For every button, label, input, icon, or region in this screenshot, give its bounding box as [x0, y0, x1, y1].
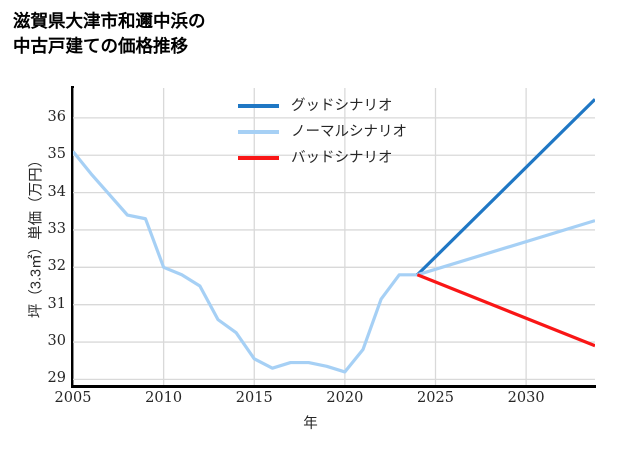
- legend-item[interactable]: バッドシナリオ: [238, 145, 468, 171]
- x-tick-label: 2005: [54, 390, 92, 406]
- legend-swatch-icon: [238, 130, 279, 134]
- page-title: 滋賀県大津市和邇中浜の 中古戸建ての価格推移: [13, 11, 206, 56]
- horizontal-gridlines: [73, 117, 595, 381]
- series-line: [73, 150, 418, 374]
- x-tick-label: 2010: [145, 390, 183, 406]
- chart-legend: グッドシナリオ ノーマルシナリオ バッドシナリオ: [238, 93, 468, 171]
- x-tick-label: 2025: [417, 390, 454, 406]
- y-tick-label: 33: [47, 220, 66, 237]
- y-axis-title: 坪（3.3㎡）単価（万円）: [28, 152, 45, 319]
- x-tick-label: 2030: [507, 390, 545, 406]
- series-lines: [73, 98, 595, 374]
- legend-item-label: グッドシナリオ: [291, 97, 393, 114]
- vertical-gridlines: [73, 88, 527, 385]
- chart-svg: [73, 88, 595, 385]
- x-axis-title: 年: [303, 416, 318, 432]
- y-tick-label: 30: [47, 333, 66, 350]
- y-tick-label: 36: [47, 108, 66, 125]
- legend-item[interactable]: グッドシナリオ: [238, 93, 468, 119]
- y-tick-label: 31: [47, 295, 66, 312]
- series-line: [416, 98, 595, 276]
- y-tick-label: 34: [47, 183, 66, 200]
- plot-area: [73, 88, 595, 385]
- x-tick-label: 2020: [326, 390, 364, 406]
- legend-item-label: バッドシナリオ: [291, 149, 393, 166]
- y-axis-tick-labels: 36 35 34 33 32 31 30 29: [33, 0, 66, 465]
- y-axis-spine: [71, 86, 74, 387]
- y-tick-label: 29: [47, 370, 66, 387]
- x-tick-label: 2015: [235, 390, 273, 406]
- y-tick-label: 32: [47, 258, 66, 275]
- series-line: [416, 273, 595, 348]
- legend-swatch-icon: [238, 156, 279, 160]
- y-tick-label: 35: [47, 146, 66, 163]
- legend-swatch-icon: [238, 104, 279, 108]
- series-line: [416, 219, 595, 277]
- legend-item[interactable]: ノーマルシナリオ: [238, 119, 468, 145]
- x-axis-spine: [71, 385, 596, 388]
- legend-item-label: ノーマルシナリオ: [291, 123, 407, 140]
